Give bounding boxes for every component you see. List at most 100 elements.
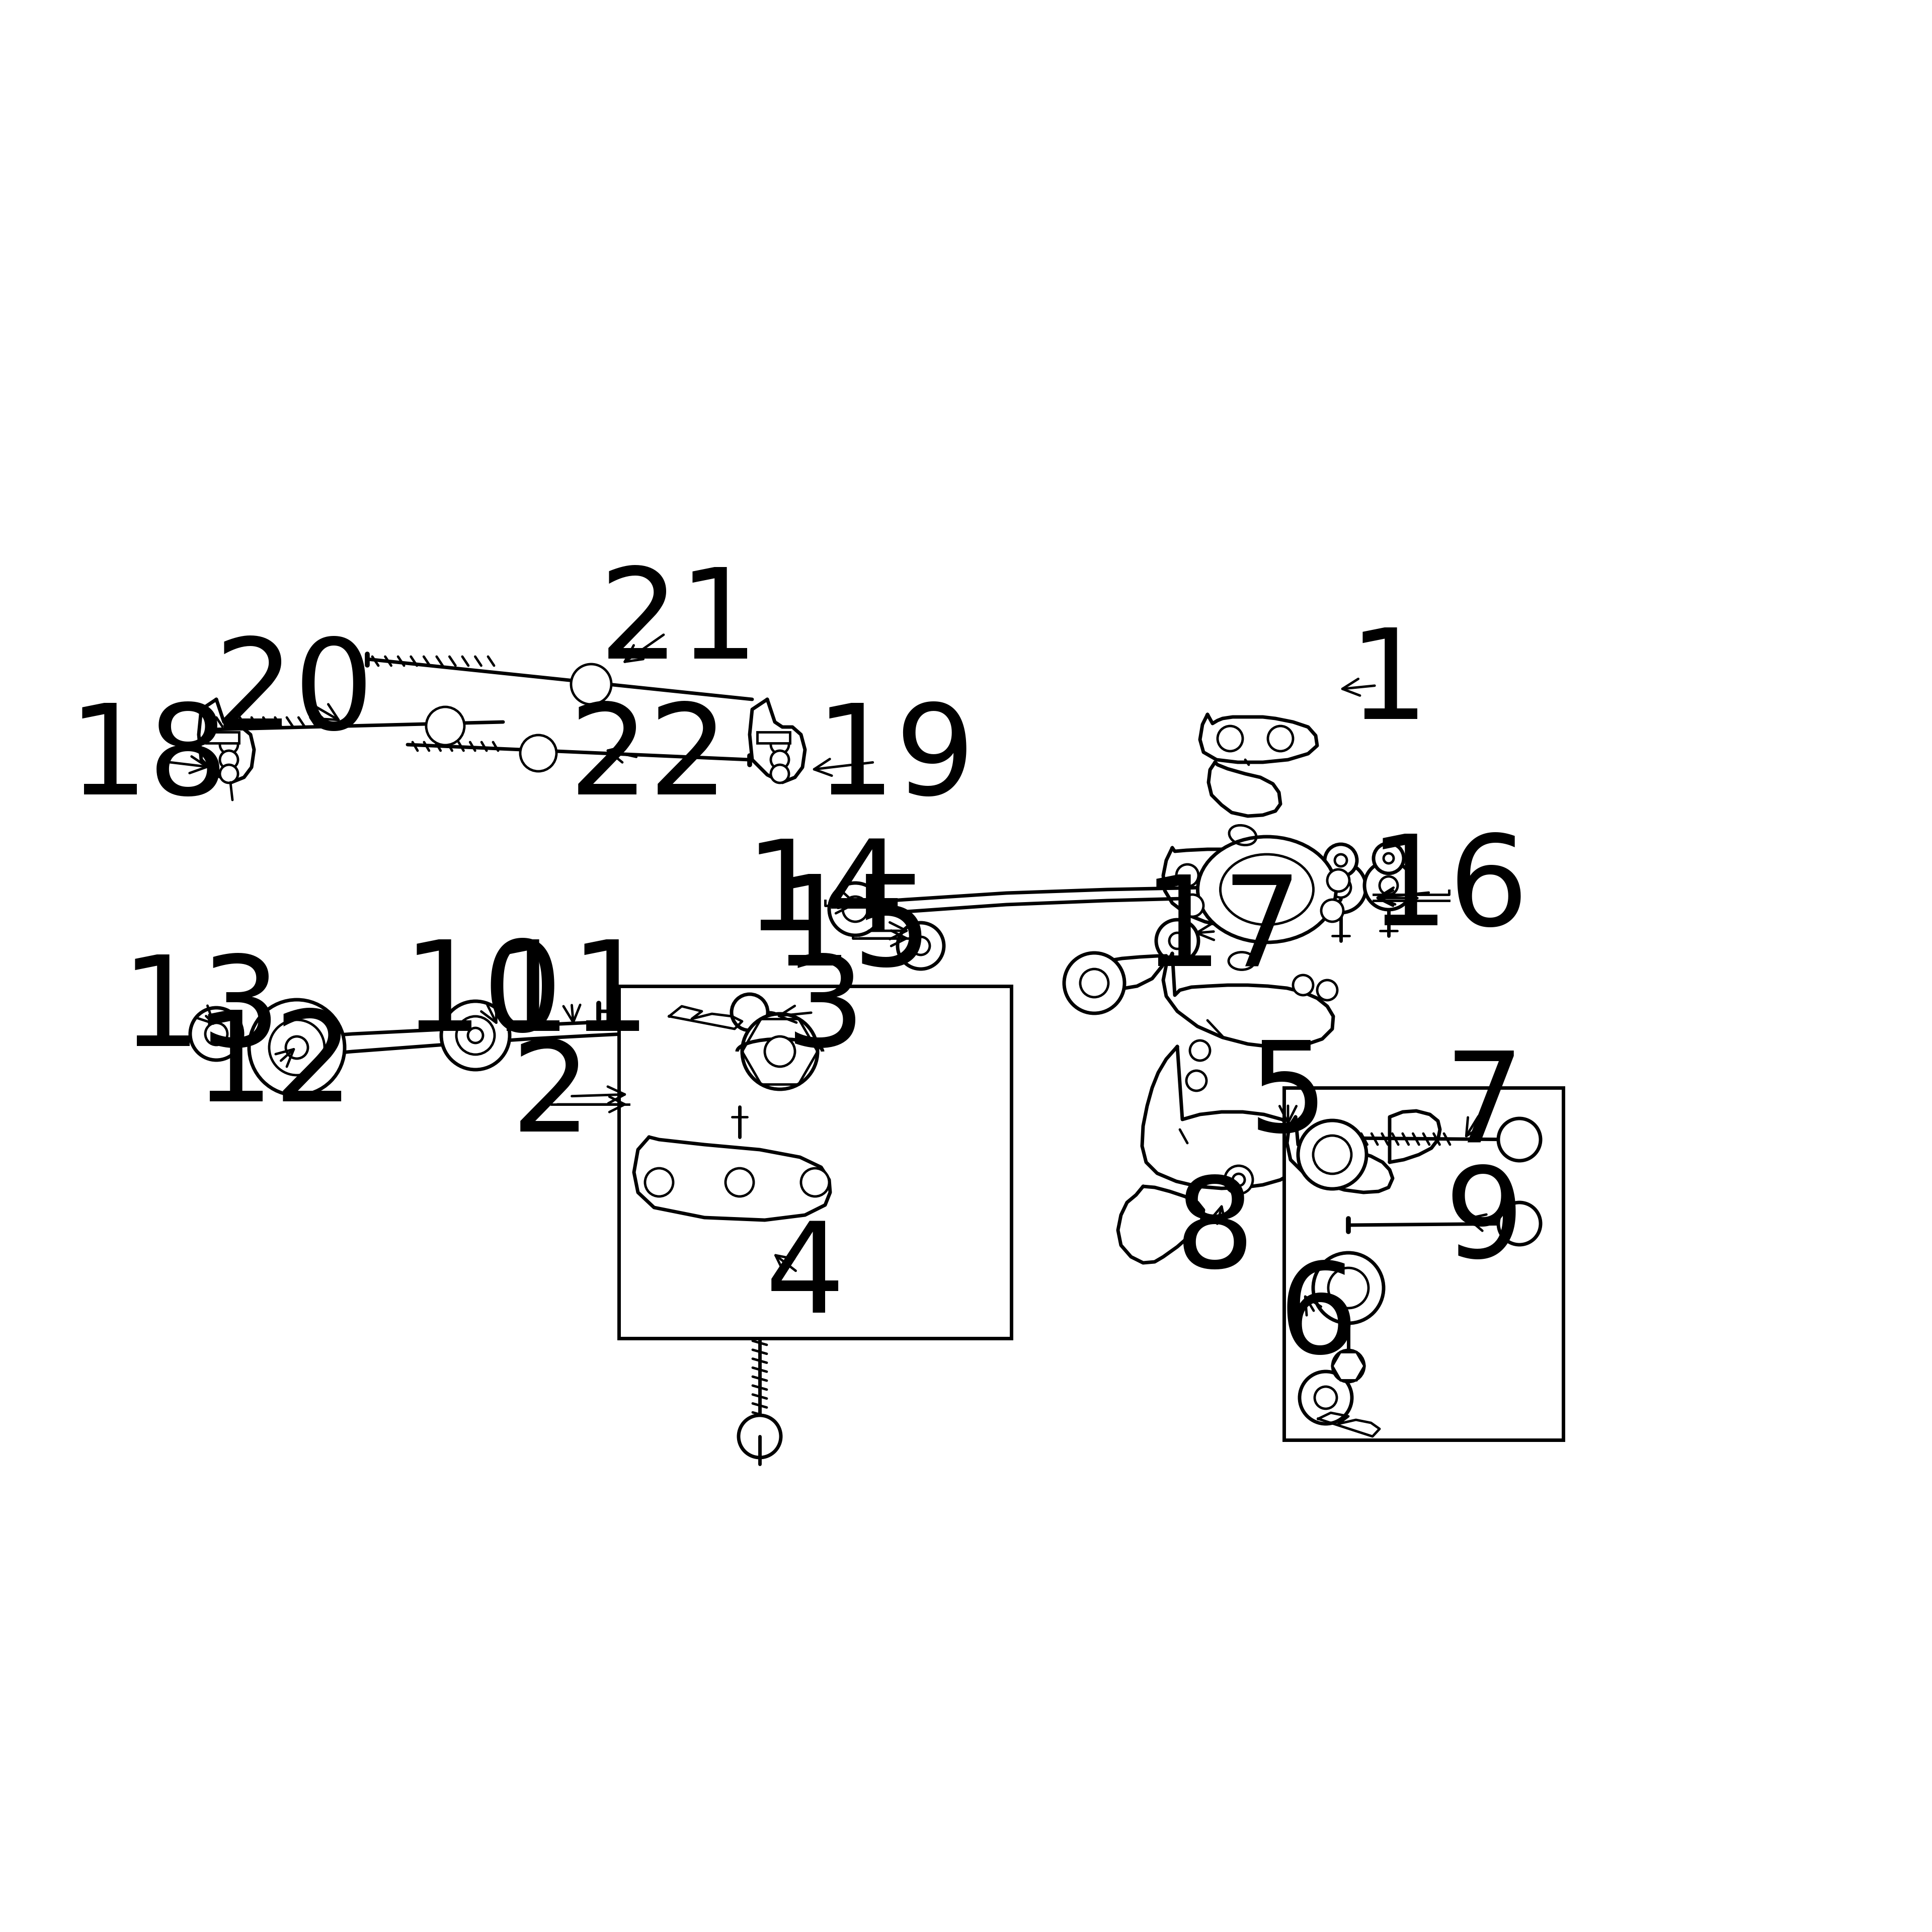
- Circle shape: [269, 1020, 325, 1076]
- Text: 2: 2: [510, 1036, 591, 1157]
- Circle shape: [520, 734, 556, 771]
- Text: 5: 5: [1248, 1036, 1327, 1157]
- Circle shape: [645, 1169, 672, 1196]
- Circle shape: [1177, 864, 1198, 887]
- Circle shape: [1300, 1372, 1352, 1424]
- Text: 16: 16: [1370, 829, 1528, 951]
- Circle shape: [1364, 862, 1412, 910]
- Text: 9: 9: [1445, 1161, 1524, 1283]
- Bar: [207, 732, 240, 744]
- Polygon shape: [750, 699, 806, 782]
- Circle shape: [1327, 869, 1349, 891]
- Circle shape: [771, 736, 788, 753]
- Polygon shape: [744, 1010, 784, 1043]
- Circle shape: [842, 896, 867, 922]
- Polygon shape: [1163, 848, 1343, 929]
- Circle shape: [456, 1016, 495, 1055]
- Circle shape: [829, 883, 881, 935]
- Circle shape: [742, 1014, 817, 1090]
- Circle shape: [1298, 1121, 1366, 1188]
- Text: 19: 19: [815, 699, 976, 821]
- Circle shape: [468, 1028, 483, 1043]
- Circle shape: [440, 1001, 510, 1070]
- Polygon shape: [1094, 956, 1167, 989]
- Circle shape: [1293, 976, 1314, 995]
- Circle shape: [912, 937, 929, 954]
- Circle shape: [220, 736, 238, 753]
- Circle shape: [1080, 970, 1109, 997]
- Circle shape: [1318, 980, 1337, 1001]
- Text: 20: 20: [214, 634, 375, 755]
- Text: 7: 7: [1445, 1045, 1524, 1167]
- Circle shape: [189, 1009, 243, 1061]
- Text: 15: 15: [773, 869, 933, 991]
- Circle shape: [1314, 1136, 1350, 1175]
- Text: 21: 21: [599, 562, 759, 684]
- Circle shape: [1383, 854, 1393, 864]
- Circle shape: [765, 1036, 794, 1066]
- Polygon shape: [1200, 715, 1318, 763]
- Circle shape: [1374, 842, 1405, 873]
- Circle shape: [1331, 877, 1350, 898]
- Circle shape: [1155, 920, 1198, 962]
- Circle shape: [771, 752, 788, 769]
- Circle shape: [286, 1036, 307, 1059]
- Circle shape: [1217, 726, 1242, 752]
- Text: 11: 11: [491, 935, 651, 1057]
- Text: 1: 1: [1349, 624, 1428, 746]
- Circle shape: [220, 752, 238, 769]
- Circle shape: [1190, 1041, 1209, 1061]
- Circle shape: [1065, 952, 1124, 1012]
- Circle shape: [1314, 1252, 1383, 1323]
- Circle shape: [726, 1169, 753, 1196]
- Circle shape: [1169, 933, 1186, 949]
- Circle shape: [1499, 1202, 1540, 1244]
- Text: 17: 17: [1142, 869, 1302, 991]
- Bar: [757, 732, 790, 744]
- Text: 13: 13: [122, 951, 282, 1072]
- Bar: [618, 985, 1010, 1339]
- Text: 12: 12: [195, 1007, 354, 1128]
- Circle shape: [1335, 854, 1347, 866]
- Polygon shape: [856, 883, 1339, 916]
- Text: 18: 18: [68, 699, 228, 821]
- Text: 8: 8: [1175, 1173, 1256, 1294]
- Polygon shape: [199, 699, 255, 782]
- Circle shape: [755, 1012, 784, 1043]
- Circle shape: [1180, 895, 1204, 916]
- Circle shape: [1186, 1070, 1206, 1092]
- Circle shape: [1379, 877, 1397, 895]
- Polygon shape: [1163, 952, 1333, 1047]
- Polygon shape: [1389, 1111, 1439, 1163]
- Circle shape: [1329, 1267, 1368, 1308]
- Circle shape: [1233, 1175, 1244, 1186]
- Circle shape: [427, 707, 464, 746]
- Text: 22: 22: [570, 699, 728, 821]
- Text: 4: 4: [765, 1217, 844, 1339]
- Polygon shape: [298, 1009, 750, 1057]
- Circle shape: [572, 665, 611, 705]
- Circle shape: [1225, 1165, 1252, 1194]
- Bar: [1285, 1088, 1563, 1439]
- Text: 14: 14: [746, 835, 906, 956]
- Polygon shape: [668, 1007, 742, 1030]
- Circle shape: [738, 1416, 781, 1457]
- Polygon shape: [1287, 1117, 1393, 1192]
- Text: 6: 6: [1279, 1258, 1358, 1379]
- Polygon shape: [1209, 763, 1281, 815]
- Circle shape: [732, 995, 767, 1030]
- Polygon shape: [634, 1138, 831, 1221]
- Circle shape: [249, 999, 344, 1095]
- Circle shape: [771, 765, 788, 782]
- Polygon shape: [1119, 1186, 1204, 1264]
- Circle shape: [1316, 862, 1366, 912]
- Text: 10: 10: [404, 935, 562, 1057]
- Circle shape: [1333, 1350, 1364, 1381]
- Circle shape: [1314, 1387, 1337, 1408]
- Circle shape: [1321, 900, 1343, 922]
- Circle shape: [220, 765, 238, 782]
- Text: 3: 3: [784, 951, 866, 1072]
- Ellipse shape: [1198, 837, 1337, 943]
- Circle shape: [898, 923, 945, 970]
- Circle shape: [1499, 1119, 1540, 1161]
